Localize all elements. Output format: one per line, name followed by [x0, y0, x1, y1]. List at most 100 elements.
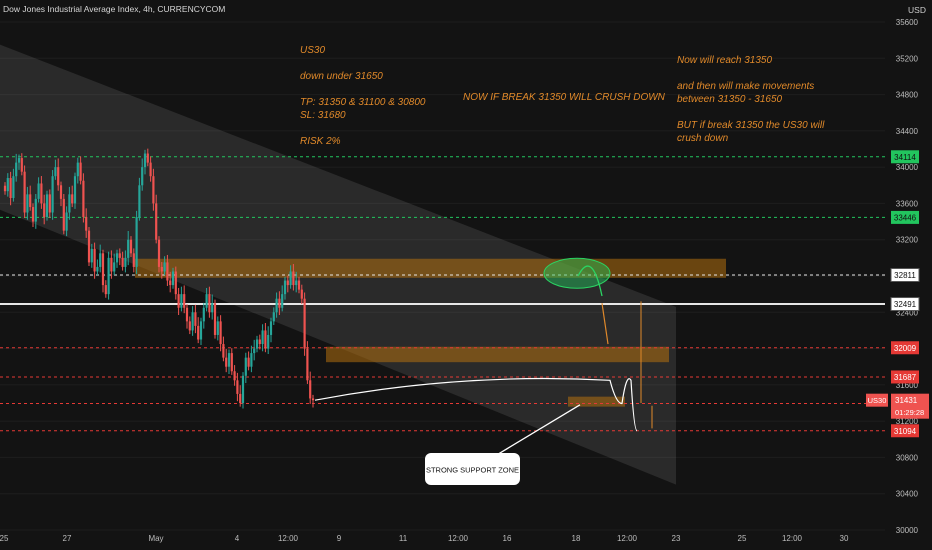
level-badge-label: 31687: [894, 373, 917, 382]
level-badge-label: 32811: [894, 271, 916, 280]
candle-body: [43, 203, 46, 218]
candle-body: [101, 253, 105, 286]
price-tick: 34000: [896, 163, 919, 172]
candle-body: [132, 253, 135, 267]
time-tick: 9: [337, 534, 342, 543]
level-badge-label: 32491: [894, 300, 917, 309]
time-tick: May: [148, 534, 163, 543]
candle-body: [115, 253, 119, 263]
candle-body: [29, 194, 32, 208]
candle-body: [253, 348, 256, 354]
candle-body: [135, 217, 138, 267]
candle-body: [127, 239, 130, 258]
candle-body: [31, 207, 35, 222]
green-arc: [577, 265, 603, 297]
candle-body: [65, 212, 68, 231]
candle-body: [169, 280, 172, 286]
price-tick: 31600: [896, 381, 919, 390]
time-tick: 12:00: [782, 534, 803, 543]
candle-body: [26, 194, 29, 213]
level-badge: [890, 268, 920, 283]
candle-body: [278, 298, 281, 308]
time-tick: 18: [572, 534, 581, 543]
candle-body: [289, 271, 292, 286]
candle-body: [149, 162, 152, 177]
time-tick: 23: [672, 534, 681, 543]
candle-body: [90, 248, 93, 263]
candle-body: [57, 167, 60, 186]
callout-box: [425, 453, 520, 485]
candle-body: [261, 330, 264, 345]
candle-body: [286, 280, 289, 286]
candle-body: [152, 176, 155, 204]
price-tick: 35600: [896, 18, 919, 27]
candle-body: [236, 380, 239, 394]
candle-body: [303, 298, 306, 349]
candle-body: [309, 380, 312, 399]
candle-body: [222, 344, 225, 358]
highlight-ellipse: [543, 257, 611, 289]
candle-body: [141, 167, 144, 186]
candle-body: [194, 312, 197, 326]
candle-body: [155, 203, 158, 240]
candle-body: [51, 176, 54, 213]
candle-body: [48, 194, 51, 213]
symbol-badge: [866, 393, 888, 407]
candle-body: [113, 262, 116, 272]
candle-body: [219, 321, 222, 345]
time-tick: 4: [235, 534, 240, 543]
candle-body: [306, 348, 309, 381]
time-tick: 11: [399, 534, 408, 543]
candle-body: [205, 294, 208, 308]
candle-body: [225, 357, 228, 367]
candle-body: [297, 280, 301, 290]
candle-body: [199, 321, 203, 340]
candle-body: [104, 285, 107, 295]
candle-body: [9, 178, 12, 198]
candle-body: [160, 266, 163, 272]
callout-text: STRONG SUPPORT ZONE: [426, 466, 519, 475]
chart-title: Dow Jones Industrial Average Index, 4h, …: [3, 4, 226, 14]
candle-body: [54, 167, 57, 177]
level-badge: [891, 370, 919, 384]
level-badge-label: 31094: [894, 427, 917, 436]
candle-body: [93, 248, 96, 272]
time-tick: 12:00: [617, 534, 638, 543]
candle-body: [239, 393, 242, 403]
time-tick: 27: [63, 534, 72, 543]
candle-body: [216, 321, 219, 335]
candle-body: [166, 262, 169, 281]
supply-demand-zone: [326, 346, 669, 363]
candle-body: [40, 183, 43, 204]
candle-body: [20, 158, 23, 172]
candle-body: [138, 185, 141, 218]
price-tick: 30000: [896, 526, 919, 535]
callout-pointer: [489, 404, 581, 460]
candle-body: [281, 294, 284, 308]
candle-body: [62, 198, 65, 231]
candle-body: [247, 357, 250, 367]
candle-body: [230, 353, 233, 372]
time-tick: 25: [738, 534, 747, 543]
candle-body: [213, 303, 217, 335]
candle-body: [267, 334, 270, 349]
candle-body: [34, 198, 37, 222]
candle-body: [17, 158, 21, 163]
candle-body: [129, 239, 133, 254]
symbol-badge-label: US30: [868, 396, 887, 405]
scenario-note: Now will reach 31350 and then will make …: [677, 55, 825, 144]
time-tick: 12:00: [448, 534, 469, 543]
candle-body: [87, 230, 91, 263]
candle-body: [197, 325, 200, 340]
candle-body: [264, 330, 267, 349]
candle-body: [171, 271, 175, 286]
candle-body: [146, 153, 149, 163]
candle-body: [6, 178, 9, 192]
candle-body: [185, 307, 189, 322]
level-badge: [891, 424, 919, 438]
candle-body: [227, 353, 231, 367]
candle-body: [283, 280, 287, 295]
candle-body: [177, 294, 180, 308]
candle-body: [3, 185, 7, 192]
